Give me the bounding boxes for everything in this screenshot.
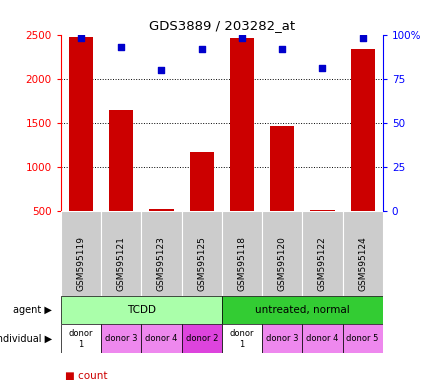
Bar <box>101 324 141 353</box>
Bar <box>221 211 261 296</box>
Text: GSM595118: GSM595118 <box>237 237 246 291</box>
Bar <box>141 324 181 353</box>
Point <box>318 65 325 71</box>
Bar <box>61 211 101 296</box>
Bar <box>109 110 133 211</box>
Text: donor
1: donor 1 <box>69 329 93 349</box>
Text: donor 2: donor 2 <box>185 334 217 343</box>
Point <box>118 44 125 50</box>
Bar <box>221 324 261 353</box>
Bar <box>69 37 93 211</box>
Bar <box>302 211 342 296</box>
Bar <box>61 324 101 353</box>
Bar <box>342 324 382 353</box>
Bar <box>181 211 221 296</box>
Text: donor 3: donor 3 <box>105 334 137 343</box>
Text: GSM595122: GSM595122 <box>317 237 326 291</box>
Title: GDS3889 / 203282_at: GDS3889 / 203282_at <box>148 19 294 32</box>
Bar <box>261 324 302 353</box>
Text: GSM595120: GSM595120 <box>277 237 286 291</box>
Text: TCDD: TCDD <box>127 305 155 315</box>
Bar <box>270 126 294 211</box>
Bar <box>230 38 253 211</box>
Bar <box>61 296 221 324</box>
Bar <box>342 211 382 296</box>
Text: GSM595123: GSM595123 <box>157 237 166 291</box>
Text: donor 4: donor 4 <box>145 334 177 343</box>
Text: untreated, normal: untreated, normal <box>254 305 349 315</box>
Bar <box>310 210 334 211</box>
Bar <box>302 324 342 353</box>
Bar <box>149 209 173 211</box>
Point <box>198 46 205 52</box>
Bar <box>189 152 214 211</box>
Point <box>77 35 84 41</box>
Text: GSM595119: GSM595119 <box>76 237 85 291</box>
Text: donor 4: donor 4 <box>306 334 338 343</box>
Text: agent ▶: agent ▶ <box>13 305 52 315</box>
Bar <box>261 211 302 296</box>
Text: ■ count: ■ count <box>65 371 108 381</box>
Bar <box>221 296 382 324</box>
Text: donor
1: donor 1 <box>229 329 253 349</box>
Bar <box>101 211 141 296</box>
Point <box>278 46 285 52</box>
Bar <box>181 324 221 353</box>
Text: GSM595124: GSM595124 <box>357 237 366 291</box>
Point <box>238 35 245 41</box>
Text: donor 5: donor 5 <box>346 334 378 343</box>
Text: GSM595121: GSM595121 <box>116 237 125 291</box>
Point <box>358 35 365 41</box>
Bar <box>141 211 181 296</box>
Bar <box>350 49 374 211</box>
Point <box>158 67 164 73</box>
Text: GSM595125: GSM595125 <box>197 237 206 291</box>
Text: donor 3: donor 3 <box>265 334 298 343</box>
Text: individual ▶: individual ▶ <box>0 334 52 344</box>
